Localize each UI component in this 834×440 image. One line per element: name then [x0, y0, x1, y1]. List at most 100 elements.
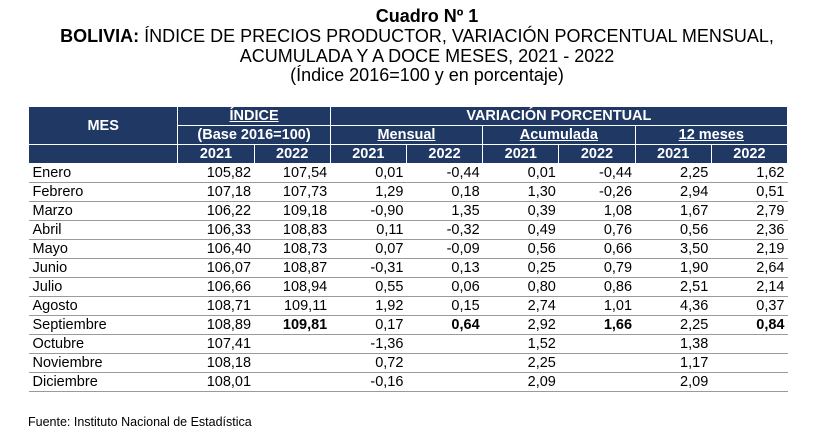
acumulada-2021-cell: 2,09 [482, 372, 559, 392]
doce-meses-2022-cell: 0,84 [711, 315, 788, 335]
header-12-meses-2021: 2021 [634, 144, 712, 164]
doce-meses-2021-cell: 4,36 [635, 296, 712, 316]
acumulada-2021-cell: 1,30 [482, 182, 559, 202]
month-cell: Agosto [28, 296, 178, 316]
doce-meses-2021-cell: 2,25 [635, 163, 712, 183]
acumulada-2022-cell: 0,79 [558, 258, 636, 278]
mensual-2021-cell: -1,36 [330, 334, 407, 354]
mensual-2021-cell: 1,92 [330, 296, 407, 316]
acumulada-2022-cell: 1,66 [558, 315, 636, 335]
header-indice-2022: 2022 [253, 144, 331, 164]
title-subtitle: (Índice 2016=100 y en porcentaje) [290, 65, 564, 85]
acumulada-2022-cell [558, 334, 636, 354]
acumulada-2022-cell: 1,01 [558, 296, 636, 316]
header-mes: MES [27, 106, 179, 145]
indice-2021-cell: 106,40 [177, 239, 255, 259]
doce-meses-2022-cell: 2,79 [711, 201, 788, 221]
acumulada-2021-cell: 0,80 [482, 277, 559, 297]
acumulada-2021-cell: 0,25 [482, 258, 559, 278]
month-cell: Febrero [28, 182, 178, 202]
mensual-2021-cell: -0,31 [330, 258, 407, 278]
header-acumulada: Acumulada [482, 125, 636, 145]
mensual-2021-cell: -0,90 [330, 201, 407, 221]
acumulada-2021-cell: 0,39 [482, 201, 559, 221]
month-cell: Diciembre [28, 372, 178, 392]
month-cell: Mayo [28, 239, 178, 259]
table-title: Cuadro Nº 1 BOLIVIA: ÍNDICE DE PRECIOS P… [0, 6, 834, 85]
acumulada-2022-cell [558, 372, 636, 392]
mensual-2021-cell: 0,07 [330, 239, 407, 259]
table-row: Abril 106,33 108,83 0,11 -0,32 0,49 0,76 0,56 2,… [28, 220, 788, 240]
indice-2021-cell: 107,18 [177, 182, 255, 202]
title-line-1-rest: ÍNDICE DE PRECIOS PRODUCTOR, VARIACIÓN P… [139, 26, 774, 46]
acumulada-2022-cell [558, 353, 636, 373]
acumulada-2021-cell: 0,01 [482, 163, 559, 183]
indice-2021-cell: 106,66 [177, 277, 255, 297]
mensual-2022-cell: 0,13 [406, 258, 483, 278]
doce-meses-2021-cell: 3,50 [635, 239, 712, 259]
header-acumulada-2021: 2021 [482, 144, 560, 164]
cuadro-number: Cuadro Nº 1 [375, 6, 479, 26]
indice-2022-cell: 108,83 [254, 220, 331, 240]
doce-meses-2022-cell: 1,62 [711, 163, 788, 183]
table-row: Enero 105,82 107,54 0,01 -0,44 0,01 -0,44 2,25 1… [28, 163, 788, 183]
indice-2022-cell: 109,81 [254, 315, 331, 335]
doce-meses-2022-cell: 2,36 [711, 220, 788, 240]
mensual-2022-cell: 0,18 [406, 182, 483, 202]
indice-2022-cell: 108,87 [254, 258, 331, 278]
table-row: Agosto 108,71 109,11 1,92 0,15 2,74 1,01 4,36 0,… [28, 296, 788, 316]
month-cell: Marzo [28, 201, 178, 221]
acumulada-2022-cell: 0,76 [558, 220, 636, 240]
month-cell: Enero [28, 163, 178, 183]
mensual-2022-cell: 0,15 [406, 296, 483, 316]
indice-2021-cell: 106,33 [177, 220, 255, 240]
doce-meses-2021-cell: 1,67 [635, 201, 712, 221]
header-indice: ÍNDICE [177, 106, 331, 126]
month-cell: Julio [28, 277, 178, 297]
indice-2022-cell: 107,73 [254, 182, 331, 202]
table-row: Junio 106,07 108,87 -0,31 0,13 0,25 0,79 1,90 2,… [28, 258, 788, 278]
header-variacion: VARIACIÓN PORCENTUAL [329, 106, 789, 126]
table-row: Febrero 107,18 107,73 1,29 0,18 1,30 -0,26 2,94… [28, 182, 788, 202]
doce-meses-2022-cell: 0,37 [711, 296, 788, 316]
header-mensual-2021: 2021 [329, 144, 407, 164]
mensual-2021-cell: 0,11 [330, 220, 407, 240]
doce-meses-2021-cell: 0,56 [635, 220, 712, 240]
doce-meses-2022-cell: 2,19 [711, 239, 788, 259]
acumulada-2021-cell: 0,56 [482, 239, 559, 259]
indice-2022-cell: 108,73 [254, 239, 331, 259]
mensual-2021-cell: 0,01 [330, 163, 407, 183]
header-12-meses-2022: 2022 [710, 144, 789, 164]
indice-2021-cell: 108,18 [177, 353, 255, 373]
title-line-2: ACUMULADA Y A DOCE MESES, 2021 - 2022 [239, 46, 615, 66]
indice-2022-cell: 108,94 [254, 277, 331, 297]
mensual-2022-cell: -0,09 [406, 239, 483, 259]
month-cell: Junio [28, 258, 178, 278]
mensual-2022-cell: -0,32 [406, 220, 483, 240]
indice-2021-cell: 105,82 [177, 163, 255, 183]
doce-meses-2021-cell: 2,25 [635, 315, 712, 335]
ipp-table: MES ÍNDICE VARIACIÓN PORCENTUAL (Base 20… [27, 106, 789, 392]
doce-meses-2021-cell: 2,94 [635, 182, 712, 202]
acumulada-2022-cell: -0,26 [558, 182, 636, 202]
header-mensual: Mensual [329, 125, 484, 145]
title-line-1: BOLIVIA: ÍNDICE DE PRECIOS PRODUCTOR, VA… [0, 26, 834, 46]
mensual-2022-cell: 0,06 [406, 277, 483, 297]
doce-meses-2022-cell: 0,51 [711, 182, 788, 202]
doce-meses-2021-cell: 1,38 [635, 334, 712, 354]
table-row: Diciembre 108,01 -0,16 2,09 2,09 [28, 372, 788, 392]
header-base: (Base 2016=100) [177, 125, 331, 145]
mensual-2022-cell: 0,64 [406, 315, 483, 335]
table-row: Marzo 106,22 109,18 -0,90 1,35 0,39 1,08 1,67 2,… [28, 201, 788, 221]
doce-meses-2021-cell: 1,90 [635, 258, 712, 278]
acumulada-2021-cell: 2,92 [482, 315, 559, 335]
doce-meses-2021-cell: 2,51 [635, 277, 712, 297]
title-country: BOLIVIA: [60, 26, 140, 46]
indice-2021-cell: 108,71 [177, 296, 255, 316]
indice-2022-cell: 107,54 [254, 163, 331, 183]
acumulada-2021-cell: 0,49 [482, 220, 559, 240]
month-cell: Septiembre [28, 315, 178, 335]
header-indice-2021: 2021 [177, 144, 255, 164]
table-row: Julio 106,66 108,94 0,55 0,06 0,80 0,86 2,51 2,1… [28, 277, 788, 297]
header-acumulada-2022: 2022 [558, 144, 636, 164]
